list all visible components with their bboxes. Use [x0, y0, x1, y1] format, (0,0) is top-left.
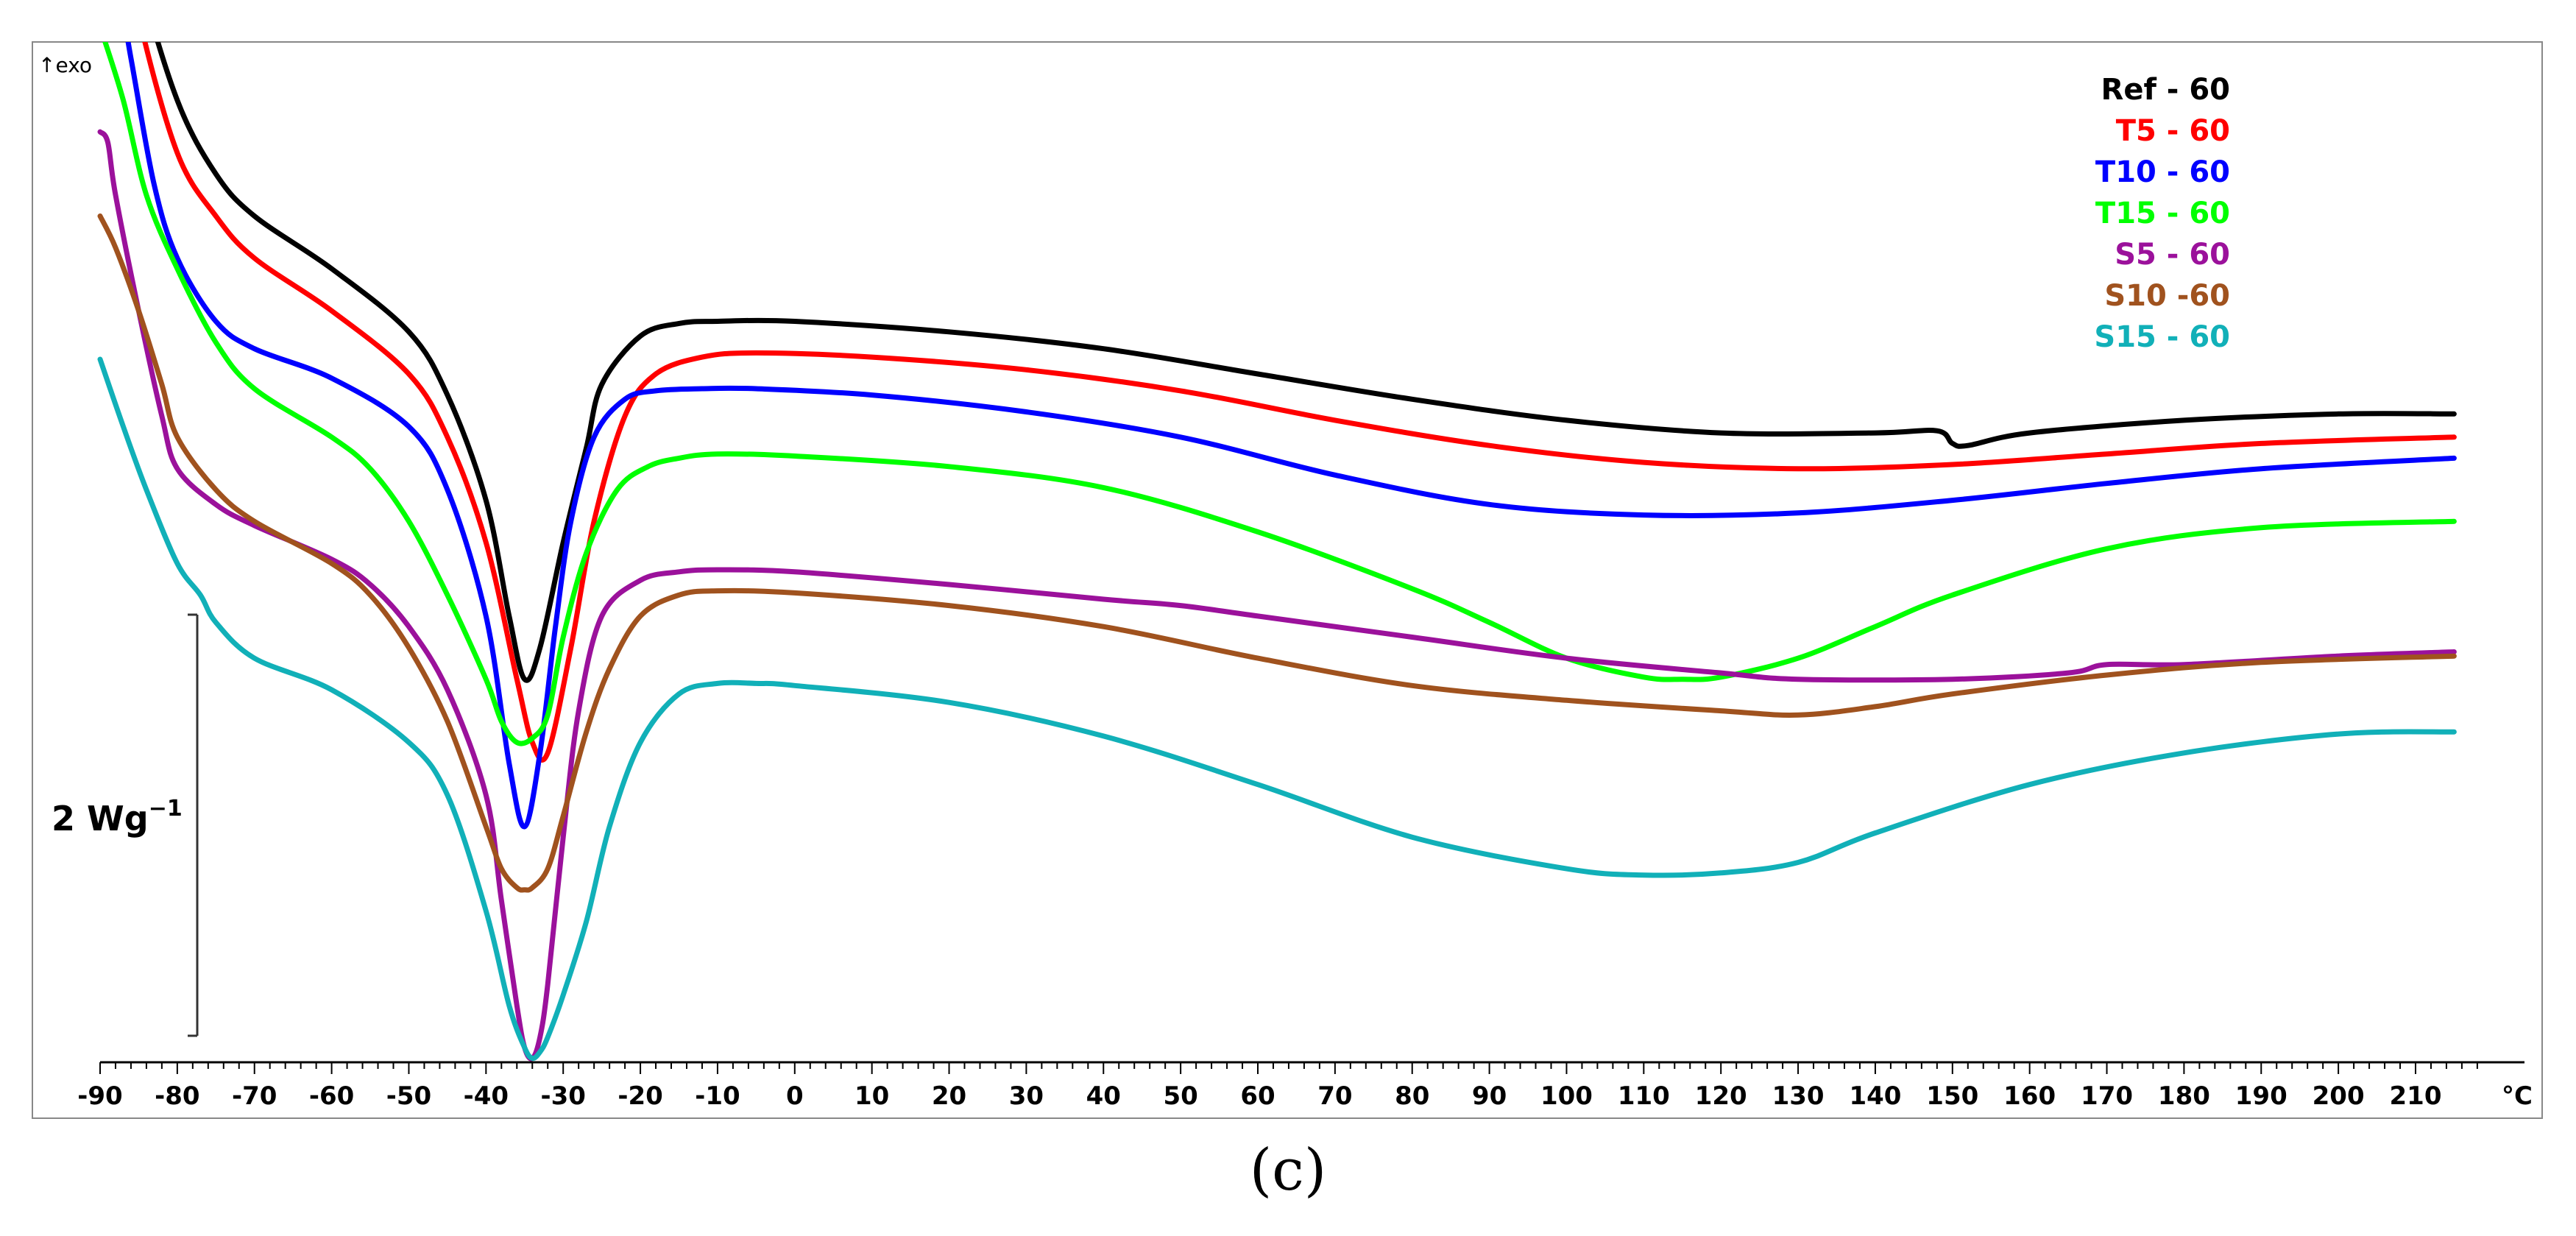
x-tick-label: 190	[2235, 1081, 2287, 1111]
series-line-1	[155, 42, 2457, 683]
x-tick-label: 180	[2158, 1081, 2210, 1111]
x-tick-label: -60	[309, 1081, 354, 1111]
x-tick-label: 10	[854, 1081, 889, 1111]
x-tick-label: 150	[1926, 1081, 1978, 1111]
x-unit-label: °C	[2502, 1081, 2533, 1111]
figure-caption: (c)	[1249, 1137, 1327, 1204]
x-tick-label: 140	[1849, 1081, 1901, 1111]
x-tick-label: 120	[1695, 1081, 1747, 1111]
x-tick-label: 110	[1618, 1081, 1670, 1111]
legend-entry-1: Ref - 60	[2101, 73, 2230, 107]
x-tick-label: 80	[1395, 1081, 1429, 1111]
x-tick-label: 130	[1772, 1081, 1825, 1111]
x-tick-label: 170	[2081, 1081, 2133, 1111]
x-tick-label: 70	[1317, 1081, 1352, 1111]
x-tick-label: -20	[618, 1081, 662, 1111]
series-line-6	[97, 213, 2457, 893]
legend-entry-6: S10 -60	[2104, 279, 2230, 313]
plot-border	[32, 41, 2543, 1119]
legend-entry-3: T10 - 60	[2095, 155, 2230, 189]
x-tick-label: 160	[2003, 1081, 2056, 1111]
x-tick-label: 0	[786, 1081, 804, 1111]
x-tick-label: -30	[540, 1081, 585, 1111]
x-tick-label: 30	[1009, 1081, 1044, 1111]
scale-bar-label: 2 Wg−1	[52, 796, 183, 838]
series-line-3	[125, 42, 2457, 830]
x-tick-label: -70	[232, 1081, 277, 1111]
x-tick-label: -80	[155, 1081, 199, 1111]
x-tick-label: -90	[77, 1081, 122, 1111]
series-line-5	[97, 129, 2457, 1062]
x-tick-label: -40	[464, 1081, 509, 1111]
x-tick-label: 200	[2313, 1081, 2365, 1111]
x-tick-label: 50	[1163, 1081, 1197, 1111]
legend-entry-7: S15 - 60	[2094, 320, 2230, 354]
x-tick-label: 20	[932, 1081, 966, 1111]
x-tick-label: 100	[1540, 1081, 1593, 1111]
legend-entry-4: T15 - 60	[2095, 197, 2230, 230]
x-tick-label: -50	[386, 1081, 431, 1111]
x-tick-label: 60	[1240, 1081, 1275, 1111]
x-axis: -90 -80 -70 -60 -50 -40 -30 -20 -10 0 10 20 30 40 50 60…	[77, 1061, 2533, 1111]
legend-entry-5: S5 - 60	[2115, 238, 2230, 272]
x-tick-label: -10	[695, 1081, 740, 1111]
series-line-4	[102, 42, 2457, 746]
legend: Ref - 60 T5 - 60 T10 - 60 T15 - 60 S5 - 60 S1…	[2094, 73, 2230, 354]
series-line-2	[142, 42, 2457, 763]
x-tick-label: 210	[2390, 1081, 2442, 1111]
x-tick-label: 40	[1086, 1081, 1121, 1111]
x-tick-label: 90	[1472, 1081, 1507, 1111]
series-line-7	[97, 356, 2457, 1062]
exo-indicator: ↑exo	[38, 53, 92, 77]
scale-bar	[188, 613, 199, 1037]
legend-entry-2: T5 - 60	[2116, 114, 2230, 148]
series-group	[97, 42, 2457, 1062]
